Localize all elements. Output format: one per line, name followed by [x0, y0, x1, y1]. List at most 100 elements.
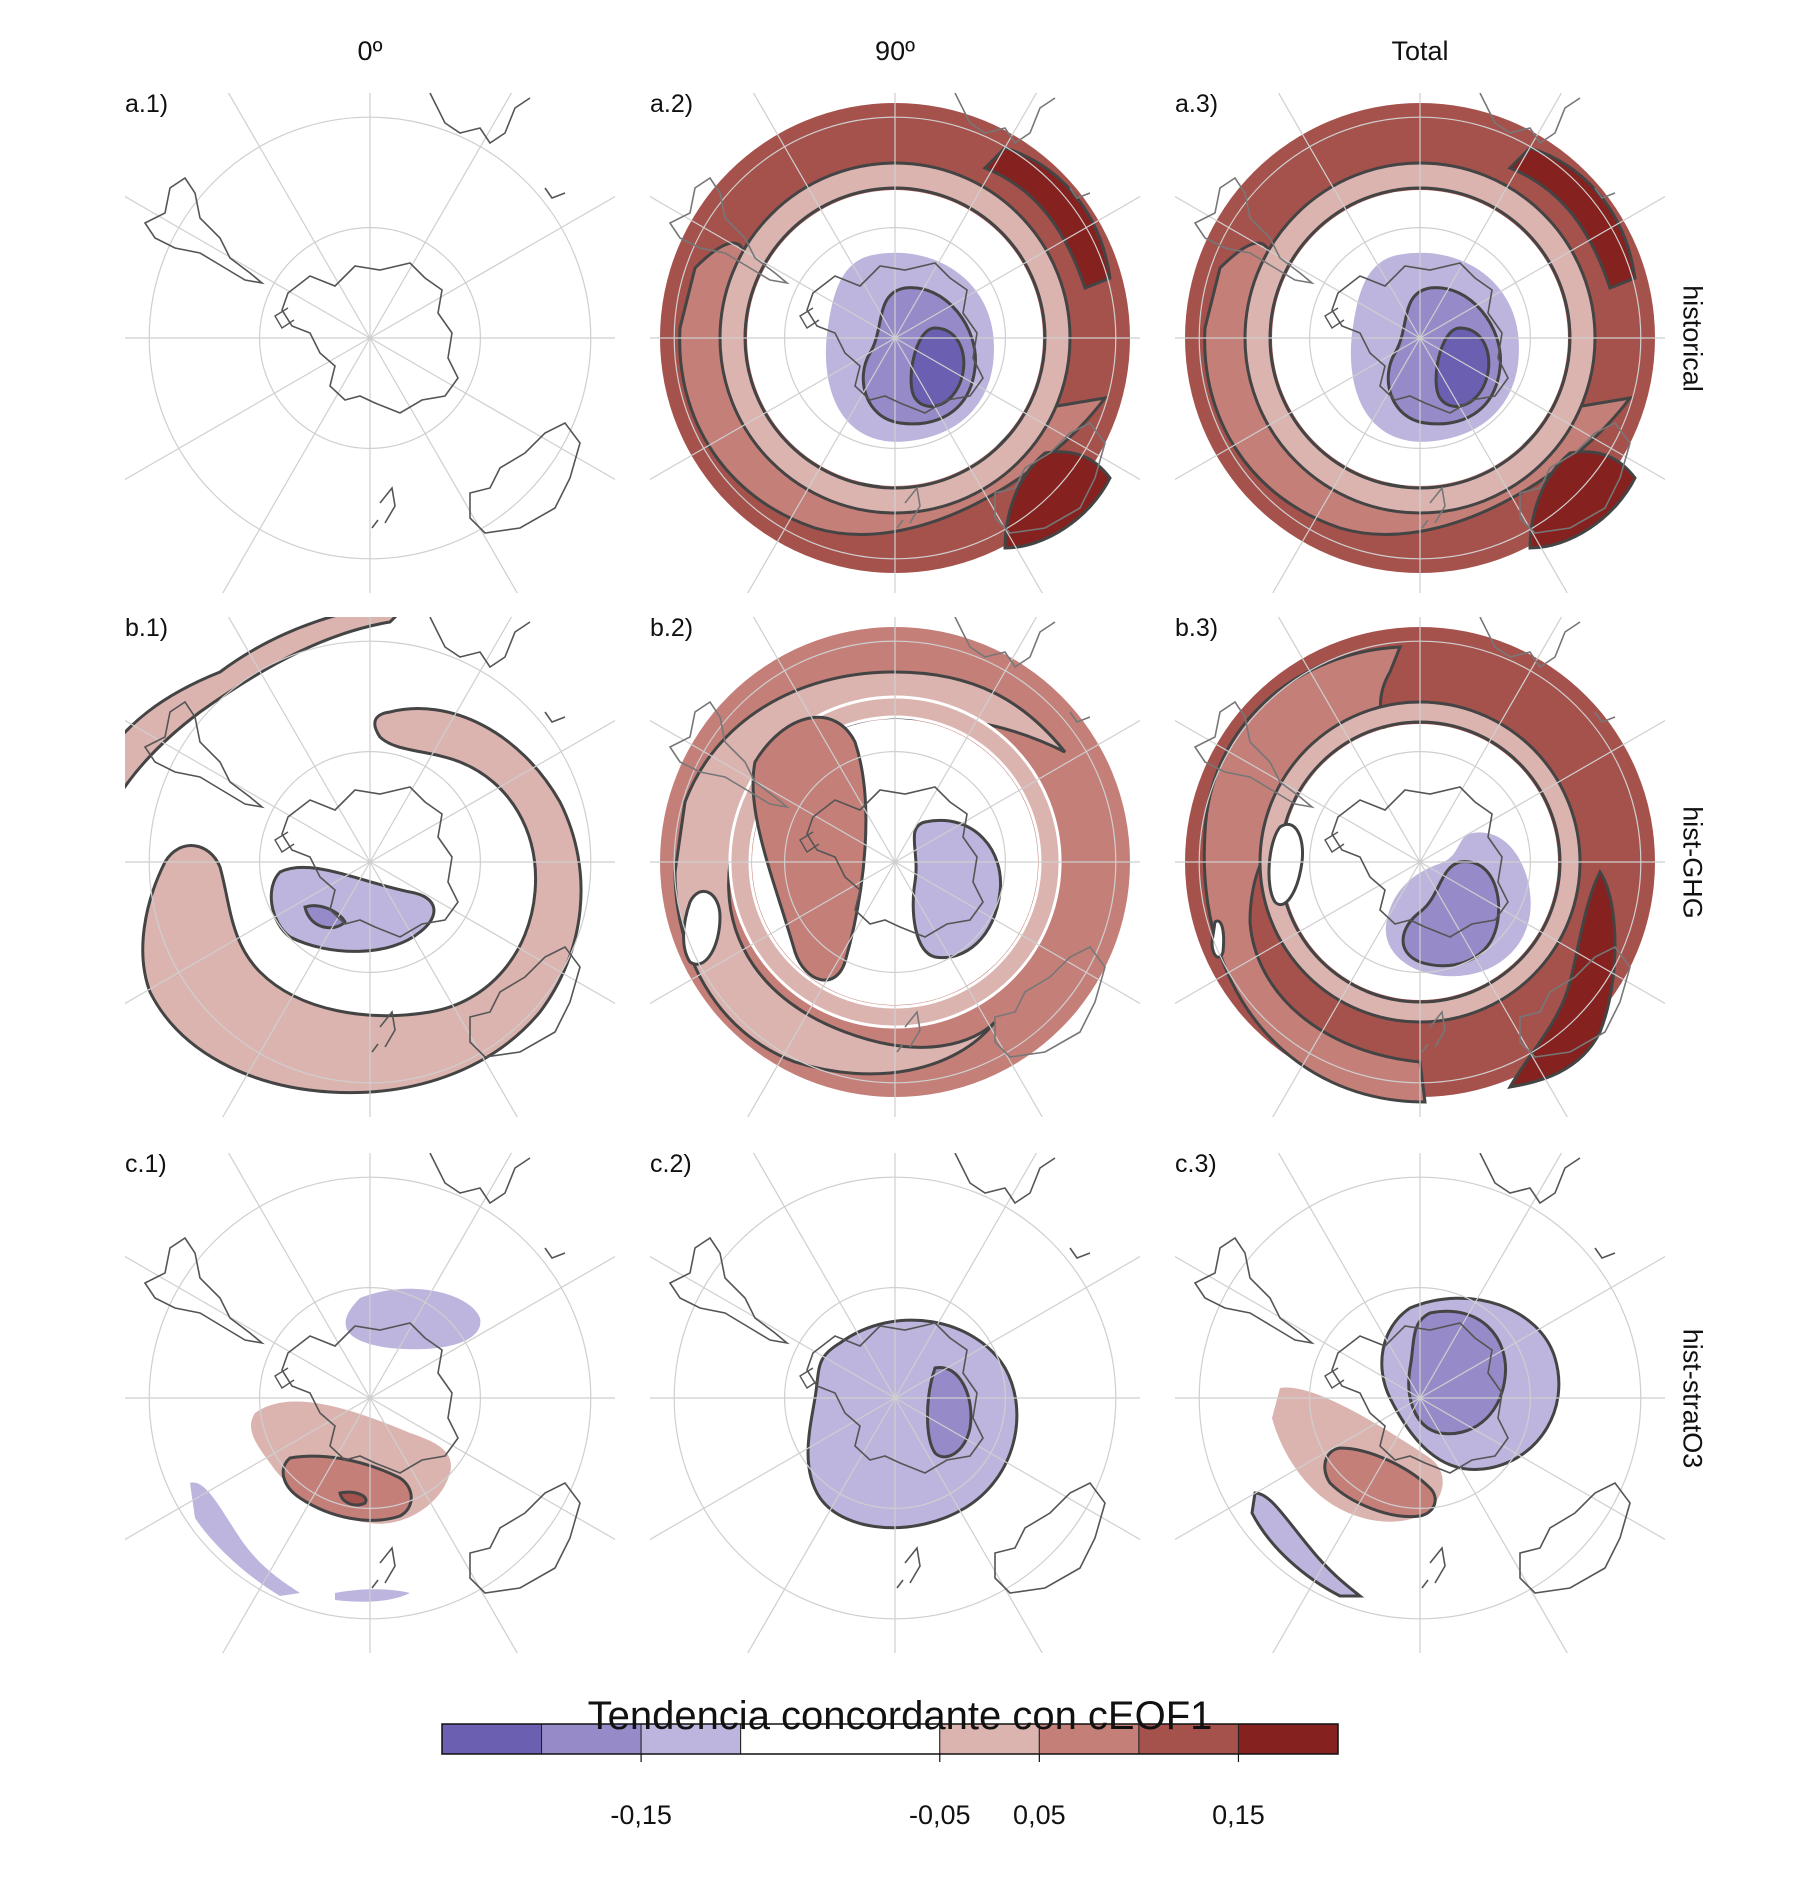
australia-outline: [469, 945, 581, 1058]
antarctic-peninsula-outline: [274, 831, 295, 853]
row-title-1: historical: [1677, 285, 1708, 392]
antarctica-outline: [281, 786, 459, 938]
graticule: [1175, 617, 1665, 1117]
column-title-2: 90º: [875, 36, 915, 66]
australia-outline: [1519, 1481, 1631, 1594]
south-america-outline: [668, 700, 790, 809]
colorbar: [441, 1723, 1339, 1762]
antarctic-peninsula-outline: [1324, 831, 1345, 853]
panel-label-a3: a.3): [1175, 90, 1219, 118]
south-america-outline: [1193, 176, 1315, 285]
madagascar-outline: [1069, 187, 1091, 199]
africa-outline: [1479, 1153, 1581, 1205]
colorbar-swatch-5: [939, 1723, 1040, 1755]
graticule: [650, 617, 1140, 1117]
panel-a1: [125, 93, 615, 593]
australia-outline: [469, 1481, 581, 1594]
antarctic-peninsula-outline: [274, 307, 295, 329]
panel-label-b3: b.3): [1175, 614, 1219, 642]
madagascar-outline: [1594, 1247, 1616, 1259]
africa-outline: [429, 1153, 531, 1205]
africa-outline: [954, 1153, 1056, 1205]
antarctica-outline: [1331, 786, 1509, 938]
panel-a2: [650, 93, 1140, 593]
madagascar-outline: [1594, 711, 1616, 723]
contour-level-0.05-0.1: [125, 617, 398, 790]
panel-label-c3: c.3): [1175, 1150, 1217, 1178]
panel-c3: [1175, 1153, 1665, 1653]
contour-level-neg-0.1-0.05-b: [190, 1482, 300, 1596]
panel-b2: [650, 617, 1140, 1117]
africa-outline: [954, 93, 1056, 145]
antarctica-outline: [1331, 262, 1509, 414]
row-title-3: hist-stratO3: [1677, 1328, 1708, 1469]
panel-label-c1: c.1): [125, 1150, 167, 1178]
australia-outline: [1519, 945, 1631, 1058]
contour-level-0.1-0.15-b: [751, 715, 868, 982]
colorbar-swatch-3: [640, 1723, 742, 1755]
contour-level-neg-0.1-0.05: [911, 819, 1003, 960]
contour-level-0.2-0.25: [1507, 146, 1637, 290]
madagascar-outline: [544, 187, 566, 199]
column-title-1: 0º: [357, 36, 383, 66]
madagascar-outline: [1069, 711, 1091, 723]
colorbar-tick-label-3: 0,05: [1013, 1800, 1066, 1830]
contour-level-neg-0.15-0.1: [1401, 860, 1501, 968]
contour-level-neg-0.1-0.05: [269, 865, 436, 953]
antarctica-outline: [281, 262, 459, 414]
contour-level-neg-0.1-0.05-b: [1250, 1491, 1365, 1598]
colorbar-title: Tendencia concordante con cEOF1: [587, 1694, 1213, 1738]
new-zealand-outline: [1421, 1010, 1446, 1053]
panel-c1: [125, 1153, 615, 1653]
antarctic-peninsula-outline: [1324, 307, 1345, 329]
contour-level-0.2-0.25-b: [1528, 450, 1637, 550]
australia-outline: [994, 1481, 1106, 1594]
panel-grid: [125, 93, 1665, 1653]
new-zealand-outline: [896, 1546, 921, 1589]
contour-level-neutral-c: [1210, 919, 1226, 959]
africa-outline: [1479, 617, 1581, 669]
south-america-outline: [143, 176, 265, 285]
madagascar-outline: [1069, 1247, 1091, 1259]
panel-c2: [650, 1153, 1140, 1653]
contour-level-neg-0.1-0.05: [806, 1318, 1019, 1530]
new-zealand-outline: [371, 1546, 396, 1589]
africa-outline: [1479, 93, 1581, 145]
africa-outline: [954, 617, 1056, 669]
antarctic-peninsula-outline: [799, 1367, 820, 1389]
new-zealand-outline: [896, 486, 921, 529]
colorbar-tick-label-1: -0,15: [610, 1800, 672, 1830]
graticule: [125, 1153, 615, 1653]
australia-outline: [994, 945, 1106, 1058]
new-zealand-outline: [896, 1010, 921, 1053]
panel-a3: [1175, 93, 1665, 593]
madagascar-outline: [544, 711, 566, 723]
south-america-outline: [143, 700, 265, 809]
graticule: [125, 617, 615, 1117]
antarctic-peninsula-outline: [1324, 1367, 1345, 1389]
south-america-outline: [1193, 1236, 1315, 1345]
contour-level-neg-0.1-0.05-c: [335, 1589, 410, 1602]
panel-b1: [125, 617, 615, 1117]
australia-outline: [469, 421, 581, 534]
antarctica-outline: [806, 786, 984, 938]
contour-level-neg-0.15-0.1: [926, 1366, 973, 1459]
new-zealand-outline: [1421, 486, 1446, 529]
australia-outline: [1519, 421, 1631, 534]
antarctic-peninsula-outline: [274, 1367, 295, 1389]
antarctica-outline: [806, 262, 984, 414]
panel-label-b1: b.1): [125, 614, 169, 642]
graticule: [650, 1153, 1140, 1653]
antarctic-peninsula-outline: [799, 307, 820, 329]
colorbar-tick-label-4: 0,15: [1212, 1800, 1265, 1830]
graticule: [125, 93, 615, 593]
panel-b3: [1175, 617, 1665, 1117]
africa-outline: [429, 93, 531, 145]
contour-level-0.1-0.15: [281, 1454, 413, 1522]
panel-label-a1: a.1): [125, 90, 169, 118]
column-title-3: Total: [1391, 36, 1449, 66]
new-zealand-outline: [371, 486, 396, 529]
antarctica-outline: [281, 1322, 459, 1474]
south-america-outline: [668, 1236, 790, 1345]
